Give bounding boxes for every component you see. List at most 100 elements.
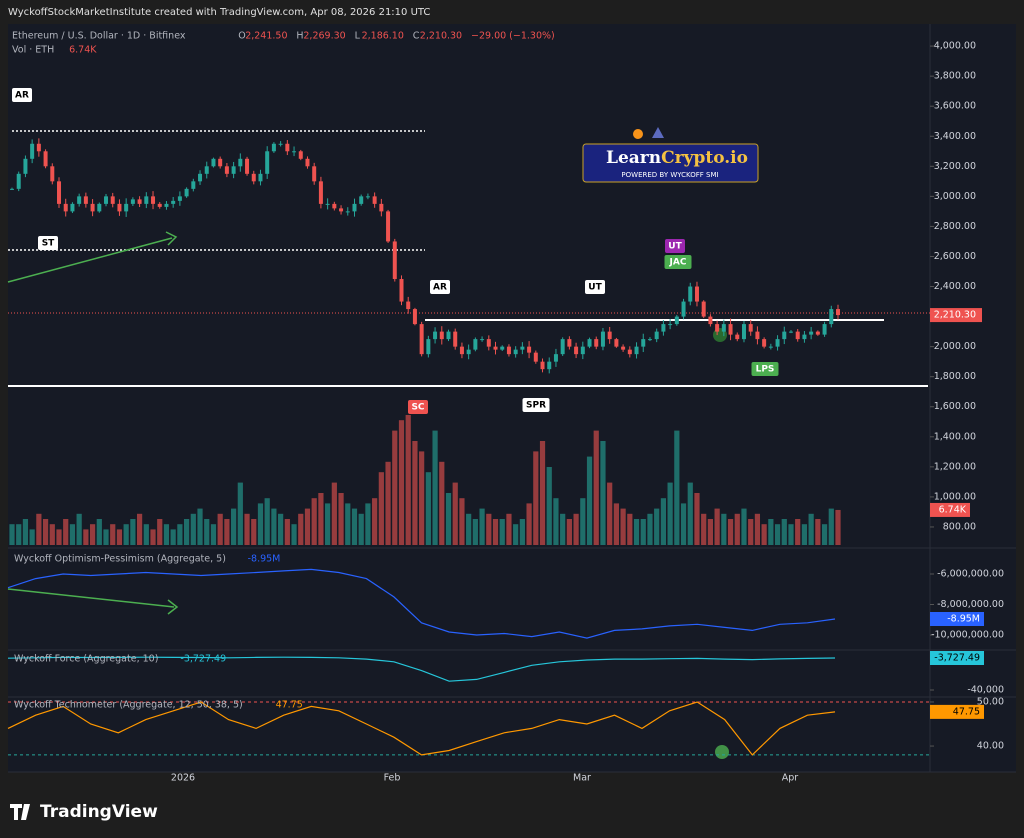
volume-bar xyxy=(835,509,841,545)
candle-body xyxy=(224,166,229,174)
volume-bar xyxy=(727,519,734,545)
y-tick-label: 3,800.00 xyxy=(934,71,976,82)
volume-bar xyxy=(425,472,431,545)
volume-bar xyxy=(157,519,163,545)
candle-body xyxy=(117,203,122,212)
candle-body xyxy=(345,211,350,213)
logo-title-a: Learn xyxy=(606,148,661,168)
candle-body xyxy=(822,324,827,335)
logo-title-b: Crypto.io xyxy=(661,148,748,168)
candle-body xyxy=(352,203,357,212)
y-tick-label: 3,600.00 xyxy=(934,101,976,112)
candle-body xyxy=(238,158,243,167)
candle-body xyxy=(527,346,532,353)
y-tick-label: 3,400.00 xyxy=(934,131,976,142)
candle-body xyxy=(292,151,297,153)
candle-body xyxy=(594,339,599,347)
volume-bar xyxy=(781,519,787,545)
y-tick-label: 2,600.00 xyxy=(934,251,976,262)
indicator-name: Wyckoff Technometer (Aggregate, 12, 50, … xyxy=(14,700,243,711)
volume-bar xyxy=(251,519,257,545)
volume-bar xyxy=(613,503,619,545)
candle-body xyxy=(332,203,337,209)
candle-body xyxy=(694,286,699,302)
y-tick-label: 1,200.00 xyxy=(934,461,976,472)
volume-bar xyxy=(419,451,425,545)
volume-bar xyxy=(204,519,210,545)
candle-body xyxy=(735,334,740,340)
candle-body xyxy=(318,181,323,204)
candle-body xyxy=(184,188,189,197)
volume-bar xyxy=(29,529,35,545)
candle-body xyxy=(802,334,807,340)
volume-bar xyxy=(22,519,29,545)
volume-bar xyxy=(472,519,478,545)
volume-bar xyxy=(284,519,290,545)
candle-body xyxy=(600,331,605,347)
volume-bar xyxy=(633,519,640,545)
volume-bar xyxy=(546,467,552,545)
header: WyckoffStockMarketInstitute created with… xyxy=(8,7,430,18)
candle-body xyxy=(164,203,169,207)
candle-body xyxy=(412,309,417,325)
volume-bar xyxy=(412,441,418,545)
logo-box xyxy=(582,143,759,183)
volume-bar xyxy=(217,513,223,545)
candle-body xyxy=(836,309,840,316)
volume-bar xyxy=(627,513,633,545)
volume-bar xyxy=(398,420,405,545)
candle-body xyxy=(681,301,686,317)
candle-body xyxy=(63,203,68,212)
y-tick-label: 40.00 xyxy=(977,741,1004,752)
candle-body xyxy=(480,339,485,341)
candle-body xyxy=(721,324,726,332)
volume-bar xyxy=(459,498,465,545)
volume-bar xyxy=(405,415,411,545)
volume-bar xyxy=(136,513,143,545)
candle-body xyxy=(83,196,88,204)
logo-title: LearnCrypto.io xyxy=(606,148,748,168)
candle-body xyxy=(621,346,626,350)
indicator-value: -3,727.49 xyxy=(180,654,226,665)
volume-bar xyxy=(795,519,801,545)
candle-body xyxy=(305,158,310,167)
volume-bar xyxy=(89,524,96,545)
candle-body xyxy=(90,203,95,212)
volume-badge xyxy=(930,502,970,517)
volume-bar xyxy=(680,503,687,545)
volume-bar xyxy=(774,524,781,545)
volume-bar xyxy=(607,482,613,545)
candle-body xyxy=(379,203,384,212)
candle-body xyxy=(10,188,14,190)
indicator-name: Wyckoff Optimism-Pessimism (Aggregate, 5… xyxy=(14,554,226,565)
volume-bar xyxy=(801,524,808,545)
candle-body xyxy=(392,241,397,280)
candle-body xyxy=(829,309,834,325)
chart-area xyxy=(8,24,1016,772)
candle-body xyxy=(647,339,652,341)
x-tick-label: Apr xyxy=(782,772,799,783)
volume-bar xyxy=(580,498,586,545)
candle-body xyxy=(298,151,303,159)
volume-bar xyxy=(620,508,626,545)
volume-bar xyxy=(674,430,680,545)
candle-body xyxy=(768,346,773,348)
volume-bar xyxy=(123,524,129,545)
volume-bar xyxy=(815,519,821,545)
candle-body xyxy=(674,316,679,325)
candle-body xyxy=(641,339,646,347)
volume-bar xyxy=(560,513,566,545)
volume-bar xyxy=(210,524,217,545)
candle-body xyxy=(809,331,814,335)
legend-value: 2,241.50 xyxy=(245,31,287,42)
candle-body xyxy=(748,324,753,332)
volume-bar xyxy=(184,519,190,545)
annotation-box xyxy=(430,280,450,294)
candle-body xyxy=(560,339,565,355)
candle-body xyxy=(36,143,41,152)
candle-body xyxy=(607,331,612,340)
volume-bar xyxy=(304,508,311,545)
candle-body xyxy=(540,361,545,370)
candle-body xyxy=(157,203,162,207)
